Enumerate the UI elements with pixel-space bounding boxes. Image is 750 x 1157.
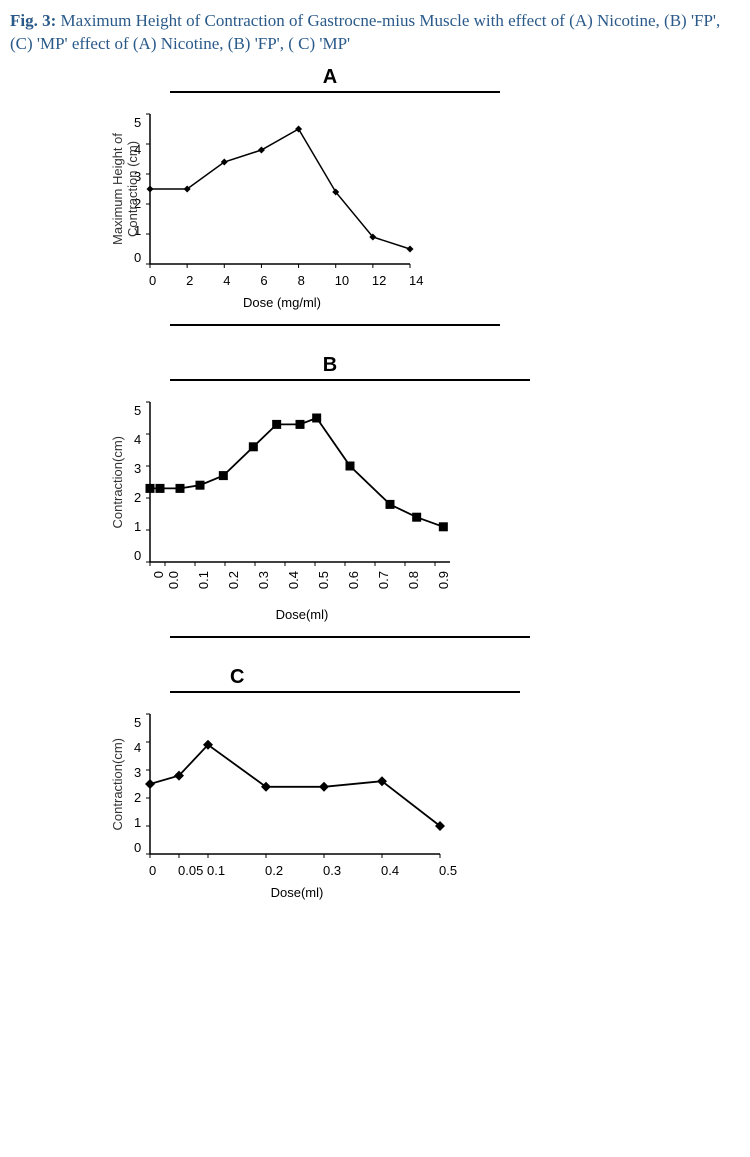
panel-a-plot (145, 109, 415, 269)
panel-b-label: B (200, 354, 460, 377)
caption-text: Maximum Height of Contraction of Gastroc… (10, 11, 720, 53)
panel-a-topline (170, 91, 500, 93)
panel-b-xticks: 00.00.10.20.30.40.50.60.70.80.9 (152, 571, 462, 601)
panel-c-xticks: 00.050.10.20.30.40.5 (152, 863, 452, 879)
panel-c-xlabel: Dose(ml) (152, 885, 442, 900)
panel-b: B Contraction(cm) 543210 00.00.10.20.30.… (110, 354, 610, 638)
panel-c-label: C (230, 666, 490, 689)
panel-b-plot (145, 397, 455, 567)
panel-a: A Maximum Height ofContraction (cm) 5432… (110, 66, 610, 326)
panel-c-plot (145, 709, 445, 859)
panel-b-xlabel: Dose(ml) (152, 607, 452, 622)
panel-c-ylabel: Contraction(cm) (110, 738, 130, 830)
figure-number: Fig. 3: (10, 11, 56, 30)
panel-a-xlabel: Dose (mg/ml) (152, 295, 412, 310)
panel-c-topline (170, 691, 520, 693)
panel-b-bottomline (170, 636, 530, 638)
panel-a-bottomline (170, 324, 500, 326)
panel-a-xticks: 02468101214 (152, 273, 422, 289)
panel-a-ylabel: Maximum Height ofContraction (cm) (110, 133, 130, 245)
panel-b-topline (170, 379, 530, 381)
panel-b-yticks: 543210 (134, 401, 145, 563)
figure-caption: Fig. 3: Maximum Height of Contraction of… (10, 10, 740, 56)
panel-c-yticks: 543210 (134, 713, 145, 855)
panel-b-ylabel: Contraction(cm) (110, 436, 130, 528)
panel-c: C Contraction(cm) 543210 00.050.10.20.30… (110, 666, 610, 900)
panel-a-label: A (200, 66, 460, 89)
